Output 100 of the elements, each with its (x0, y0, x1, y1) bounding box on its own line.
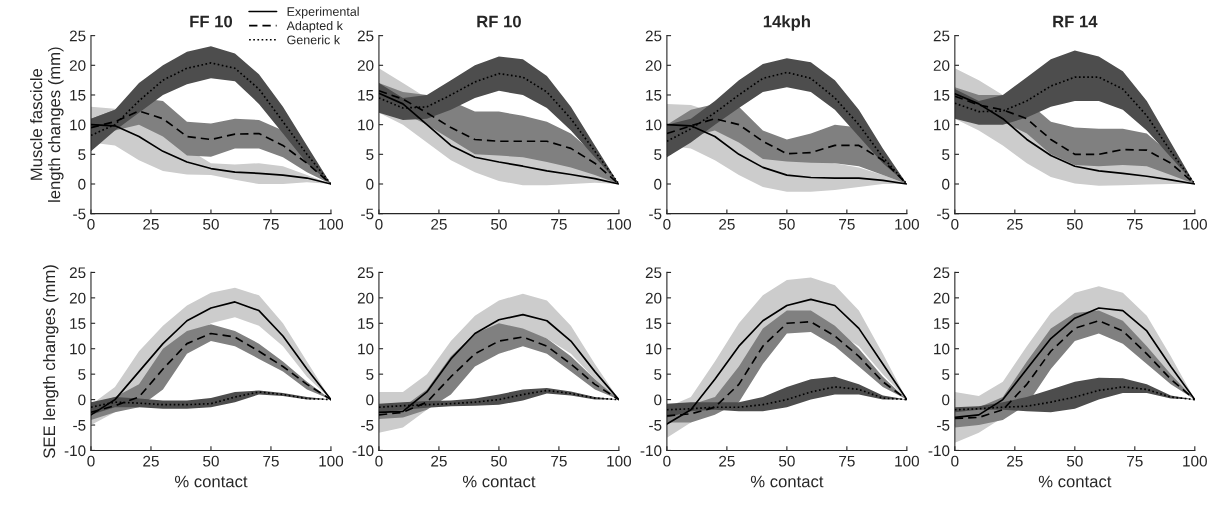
y-tick-label: 20 (69, 60, 86, 71)
x-tick-label: 75 (263, 455, 279, 467)
y-tick-label: 0 (942, 394, 950, 406)
y-tick-label: 0 (654, 178, 662, 190)
y-tick-label: 20 (933, 292, 950, 304)
y-tick-label: 0 (78, 178, 86, 190)
x-tick-label: 50 (203, 455, 219, 467)
y-tick-label: 10 (646, 343, 662, 355)
y-tick-label: 10 (358, 119, 374, 131)
y-tick-label: 20 (357, 60, 374, 71)
x-tick-label: 25 (719, 455, 735, 467)
y-tick-label: 5 (654, 149, 662, 161)
y-tick-label: -5 (73, 208, 86, 220)
x-tick-label: 0 (663, 218, 671, 230)
x-tick-label: 25 (1007, 455, 1023, 467)
legend-label: Experimental (287, 6, 359, 19)
x-tick-label: 75 (1127, 219, 1143, 230)
y-tick-label: 15 (934, 90, 950, 101)
y-tick-label: 25 (357, 267, 374, 279)
x-tick-label: 25 (431, 218, 447, 230)
x-tick-label: 25 (1007, 218, 1023, 230)
x-tick-label: 100 (895, 218, 919, 230)
x-axis-title: % contact (462, 475, 536, 488)
x-axis-title: % contact (174, 475, 248, 488)
y-tick-label: 10 (70, 343, 86, 355)
x-tick-label: 100 (319, 218, 344, 230)
x-tick-label: 0 (663, 455, 671, 467)
y-tick-label: 10 (934, 343, 950, 355)
x-tick-label: 25 (143, 218, 159, 230)
y-tick-label: 5 (942, 149, 950, 161)
y-tick-label: 0 (366, 394, 374, 406)
y-tick-label: -5 (937, 420, 950, 431)
y-tick-label: 10 (646, 119, 662, 131)
x-tick-label: 100 (895, 455, 919, 467)
y-tick-label: -10 (64, 445, 86, 457)
x-tick-label: 0 (375, 218, 383, 230)
y-tick-label: 5 (366, 369, 374, 380)
y-tick-label: 0 (78, 394, 86, 406)
y-tick-label: 0 (654, 394, 662, 406)
y-tick-label: 25 (933, 267, 950, 279)
y-tick-label: 10 (70, 119, 86, 131)
x-tick-label: 75 (839, 219, 855, 230)
y-tick-label: 25 (645, 267, 662, 279)
x-tick-label: 25 (431, 455, 447, 467)
x-tick-label: 0 (375, 455, 383, 467)
y-tick-label: -5 (73, 420, 86, 431)
chart-title: FF 10 (190, 15, 233, 28)
y-tick-label: -5 (937, 208, 950, 220)
x-tick-label: 0 (87, 455, 95, 467)
y-tick-label: 15 (358, 90, 374, 101)
y-tick-label: -10 (928, 445, 950, 457)
x-tick-label: 50 (491, 455, 507, 467)
y-tick-label: 5 (78, 369, 86, 380)
x-tick-label: 75 (839, 455, 855, 467)
chart-title: 14kph (763, 15, 810, 31)
x-tick-label: 50 (203, 218, 219, 230)
y-tick-label: 25 (69, 30, 86, 42)
y-tick-label: 15 (934, 318, 950, 329)
y-tick-label: -5 (361, 208, 374, 220)
y-tick-label: -5 (649, 420, 662, 431)
y-tick-label: 20 (933, 60, 950, 71)
x-tick-label: 25 (143, 455, 159, 467)
y-tick-label: 0 (366, 178, 374, 190)
x-tick-label: 0 (87, 218, 95, 230)
chart-title: RF 14 (1053, 15, 1098, 28)
chart-title: RF 10 (477, 15, 521, 28)
x-tick-label: 100 (607, 455, 632, 467)
y-tick-label: 25 (645, 30, 662, 42)
y-tick-label: 5 (78, 149, 86, 161)
y-tick-label: -5 (361, 420, 374, 431)
y-tick-label: 15 (646, 318, 662, 329)
x-tick-label: 50 (778, 455, 795, 467)
y-tick-label: 15 (646, 90, 662, 101)
y-tick-label: 20 (69, 292, 86, 304)
y-tick-label: 5 (654, 369, 662, 380)
y-tick-label: 20 (357, 292, 374, 304)
y-tick-label: 20 (645, 292, 662, 304)
x-tick-label: 25 (719, 218, 735, 230)
y-tick-label: 20 (645, 60, 662, 71)
x-tick-label: 75 (551, 455, 567, 467)
legend-label: Adapted k (286, 20, 343, 33)
x-tick-label: 75 (551, 219, 567, 230)
x-tick-label: 50 (1066, 218, 1083, 230)
x-tick-label: 100 (607, 218, 632, 230)
x-tick-label: 0 (951, 218, 959, 230)
y-tick-label: 5 (942, 369, 950, 380)
x-axis-title: % contact (750, 475, 824, 488)
y-tick-label: 25 (933, 30, 950, 42)
y-axis-title: Muscle fascicle length changes (mm) (30, 47, 64, 202)
y-tick-label: 25 (69, 267, 86, 279)
y-tick-label: -5 (649, 208, 662, 220)
x-tick-label: 100 (1183, 455, 1207, 467)
x-tick-label: 50 (491, 218, 507, 230)
x-tick-label: 100 (1183, 218, 1207, 230)
y-tick-label: 10 (358, 343, 374, 355)
y-tick-label: 15 (70, 318, 86, 329)
x-tick-label: 75 (263, 219, 279, 230)
y-tick-label: -10 (352, 445, 374, 457)
legend-label: Generic k (287, 35, 341, 45)
x-tick-label: 50 (778, 218, 795, 230)
